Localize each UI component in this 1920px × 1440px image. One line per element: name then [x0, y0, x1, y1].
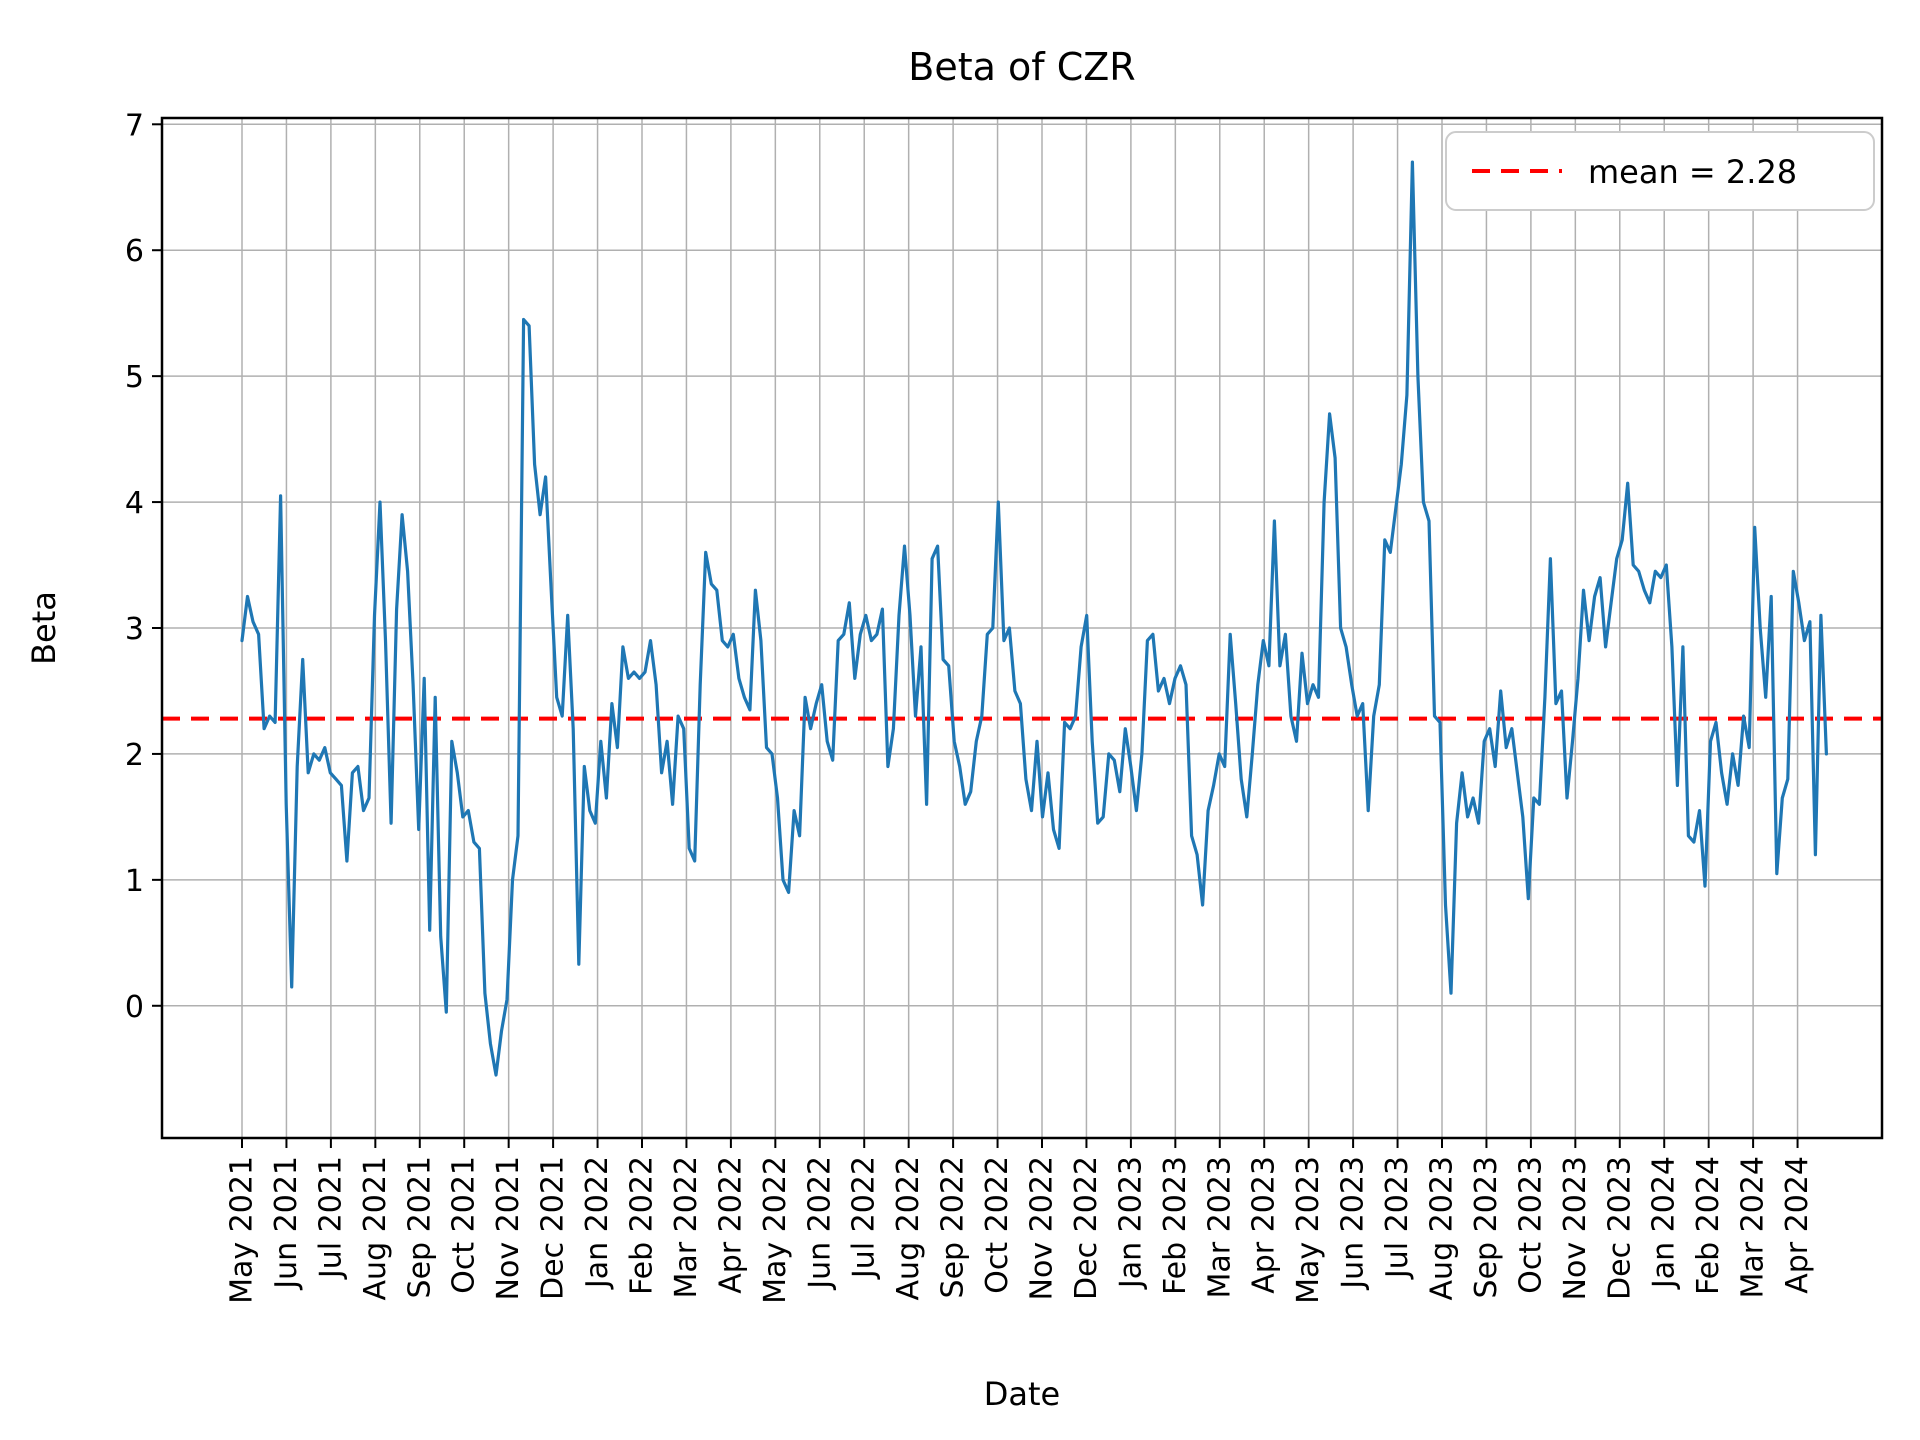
x-tick-label: Jan 2024: [1647, 1156, 1682, 1290]
y-tick-label: 5: [125, 360, 144, 395]
x-tick-label: Mar 2024: [1736, 1156, 1771, 1299]
y-axis-label: Beta: [25, 591, 63, 665]
x-tick-label: Dec 2023: [1602, 1156, 1637, 1300]
legend: mean = 2.28: [1445, 131, 1875, 211]
x-tick-label: Apr 2023: [1247, 1156, 1282, 1294]
x-tick-label: Dec 2022: [1069, 1156, 1104, 1300]
chart-title: Beta of CZR: [908, 45, 1135, 89]
y-tick-label: 0: [125, 990, 144, 1025]
y-tick-label: 7: [125, 108, 144, 143]
x-tick-label: Apr 2024: [1780, 1156, 1815, 1294]
x-tick-label: Nov 2021: [491, 1156, 526, 1300]
x-tick-label: Dec 2021: [536, 1156, 571, 1300]
beta-line: [240, 160, 1829, 1077]
x-tick-label: Mar 2023: [1202, 1156, 1237, 1299]
x-tick-label: Sep 2023: [1469, 1156, 1504, 1298]
y-tick-label: 3: [125, 612, 144, 647]
x-tick-label: Mar 2022: [669, 1156, 704, 1299]
y-tick-label: 2: [125, 738, 144, 773]
x-tick-label: Aug 2021: [358, 1156, 393, 1300]
x-tick-label: Feb 2024: [1691, 1156, 1726, 1295]
x-tick-label: Jul 2021: [313, 1156, 348, 1280]
x-tick-label: Nov 2023: [1558, 1156, 1593, 1300]
legend-box: [1445, 131, 1875, 211]
x-tick-label: Feb 2023: [1158, 1156, 1193, 1295]
x-tick-label: Sep 2021: [402, 1156, 437, 1298]
legend-label: mean = 2.28: [1588, 153, 1797, 191]
plot-frame: [160, 116, 1884, 1140]
y-tick-label: 6: [125, 234, 144, 269]
x-tick-label: Jan 2022: [580, 1156, 615, 1290]
x-tick-label: Aug 2022: [891, 1156, 926, 1300]
y-tick-label: 1: [125, 864, 144, 899]
x-tick-label: Jul 2023: [1380, 1156, 1415, 1280]
x-tick-label: Aug 2023: [1425, 1156, 1460, 1300]
x-tick-label: Jun 2022: [802, 1156, 837, 1291]
y-tick-label: 4: [125, 486, 144, 521]
plot-area: May 2021 Jun 2021 Jul 2021 Aug 2021 Sep 2021…: [125, 108, 1884, 1304]
x-tick-label: Sep 2022: [936, 1156, 971, 1298]
x-tick-label: Oct 2023: [1513, 1156, 1548, 1294]
x-tick-label: May 2021: [225, 1156, 260, 1304]
x-tick-label: Jun 2023: [1336, 1156, 1371, 1291]
x-tick-label: Jan 2023: [1113, 1156, 1148, 1290]
x-tick-label: Nov 2022: [1025, 1156, 1060, 1300]
x-tick-label: Jun 2021: [269, 1156, 304, 1291]
x-tick-label: Feb 2022: [625, 1156, 660, 1295]
x-tick-label: Apr 2022: [713, 1156, 748, 1294]
x-tick-label: Oct 2021: [447, 1156, 482, 1294]
x-tick-label: Jul 2022: [847, 1156, 882, 1280]
x-tick-label: May 2022: [758, 1156, 793, 1304]
x-tick-label: May 2023: [1291, 1156, 1326, 1304]
x-tick-label: Oct 2022: [980, 1156, 1015, 1294]
x-axis-label: Date: [984, 1375, 1060, 1413]
